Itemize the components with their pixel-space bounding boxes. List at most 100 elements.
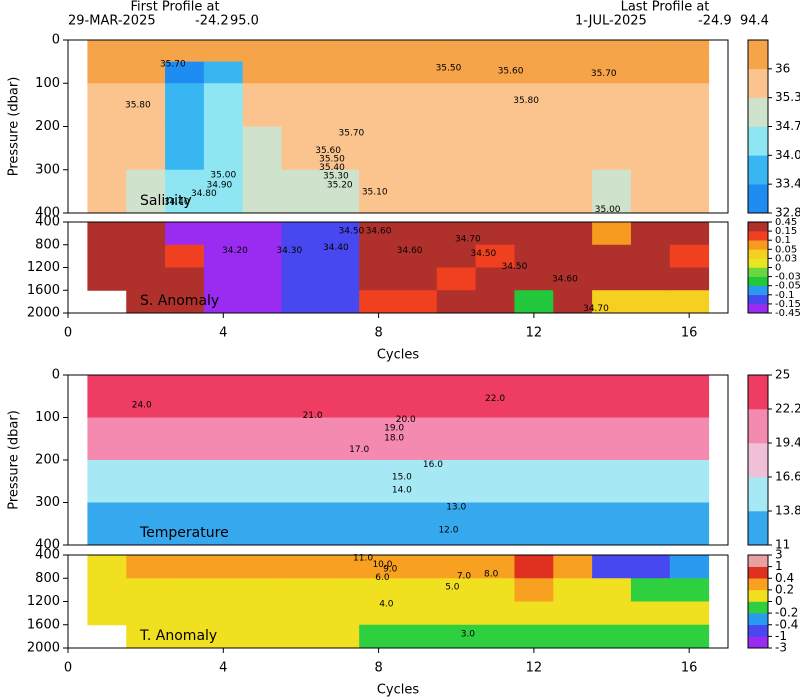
heat-cell — [87, 375, 127, 397]
heat-cell — [436, 417, 477, 461]
heat-cell — [514, 83, 554, 127]
x-tick-label: 16 — [681, 661, 698, 676]
heat-cell — [126, 61, 166, 84]
contour-label: 34.70 — [583, 304, 609, 314]
x-tick-label: 8 — [374, 326, 382, 341]
heat-cell — [514, 244, 554, 268]
heat-cell — [87, 83, 127, 127]
y-tick-label: 100 — [35, 410, 60, 425]
heat-cell — [87, 578, 127, 602]
heat-cell — [669, 222, 710, 246]
heat-cell — [553, 624, 593, 649]
y-tick-label: 300 — [35, 495, 60, 510]
y-axis-label: Pressure (dbar) — [7, 77, 22, 177]
contour-label: 13.0 — [446, 502, 466, 512]
contour-label: 34.50 — [339, 227, 365, 237]
heat-cell — [165, 290, 205, 314]
heat-cell — [436, 624, 477, 649]
heat-cell — [630, 83, 671, 127]
heat-cell — [514, 375, 554, 397]
heat-cell — [398, 290, 438, 314]
heat-cell — [359, 601, 399, 626]
contour-label: 35.00 — [210, 170, 236, 180]
heat-cell — [320, 375, 360, 397]
heat-cell — [514, 460, 554, 503]
heat-cell — [592, 83, 632, 127]
heat-cell — [165, 375, 205, 397]
heat-cell — [165, 417, 205, 461]
colorbar-label: -0.1 — [775, 290, 795, 301]
contour-label: 12.0 — [438, 526, 458, 536]
contour-label: 34.90 — [207, 180, 233, 190]
heat-cell — [592, 601, 632, 626]
heat-cell — [553, 83, 593, 127]
heat-cell — [398, 375, 438, 397]
heat-cell — [514, 396, 554, 418]
contour-label: 35.70 — [339, 128, 365, 138]
heat-cell — [126, 460, 166, 503]
heat-cell — [242, 375, 283, 397]
colorbar-label: 25 — [775, 368, 790, 382]
contour-label: 34.20 — [222, 246, 248, 256]
heat-cell — [281, 555, 321, 579]
y-tick-label: 200 — [35, 119, 60, 134]
heat-cell — [398, 40, 438, 63]
heat-cell — [630, 222, 671, 246]
heat-cell — [669, 126, 710, 171]
panel-label: T. Anomaly — [139, 628, 217, 644]
contour-label: 34.40 — [323, 243, 349, 253]
colorbar-band — [748, 601, 768, 614]
y-tick-label: 400 — [35, 538, 60, 553]
colorbar-band — [748, 375, 768, 410]
heat-cell — [398, 83, 438, 127]
heat-cell — [436, 290, 477, 314]
heat-cell — [281, 169, 321, 214]
colorbar-band — [748, 40, 768, 70]
contour-label: 5.0 — [445, 582, 460, 592]
heat-cell — [669, 555, 710, 579]
heat-cell — [165, 396, 205, 418]
y-tick-label: 200 — [35, 453, 60, 468]
contour-label: 7.0 — [457, 571, 472, 581]
heat-cell — [203, 396, 244, 418]
heat-cell — [669, 460, 710, 503]
heat-cell — [359, 624, 399, 649]
colorbar-band — [748, 97, 768, 127]
heat-cell — [514, 601, 554, 626]
heat-cell — [126, 40, 166, 63]
heat-cell — [281, 460, 321, 503]
colorbar-frame — [747, 374, 769, 546]
colorbar-label: 22.2 — [775, 402, 800, 416]
colorbar-band — [748, 276, 768, 286]
heat-cell — [87, 126, 127, 171]
heat-cell — [669, 61, 710, 84]
heat-cell — [203, 244, 244, 268]
heat-cell — [630, 375, 671, 397]
heat-cell — [436, 502, 477, 546]
colorbar-label: 13.8 — [775, 504, 800, 518]
heat-cell — [669, 375, 710, 397]
heat-cell — [126, 244, 166, 268]
heat-cell — [436, 375, 477, 397]
header-text: 94.4 — [740, 14, 769, 29]
heat-cell — [242, 169, 283, 214]
heat-cell — [203, 417, 244, 461]
header-text: 29-MAR-2025 — [68, 14, 156, 29]
heat-cell — [669, 624, 710, 649]
heat-cell — [87, 244, 127, 268]
header-text: Last Profile at — [621, 0, 710, 15]
heat-cell — [436, 396, 477, 418]
heat-cell — [359, 40, 399, 63]
heat-cell — [592, 169, 632, 214]
heat-cell — [359, 61, 399, 84]
colorbar-band — [748, 477, 768, 512]
colorbar-band — [748, 249, 768, 259]
heat-cell — [320, 169, 360, 214]
heat-cell — [592, 290, 632, 314]
heat-cell — [126, 601, 166, 626]
heat-cell — [398, 555, 438, 579]
heat-cell — [592, 396, 632, 418]
heat-cell — [436, 578, 477, 602]
heat-cell — [87, 460, 127, 503]
y-tick-label: 400 — [35, 548, 60, 563]
